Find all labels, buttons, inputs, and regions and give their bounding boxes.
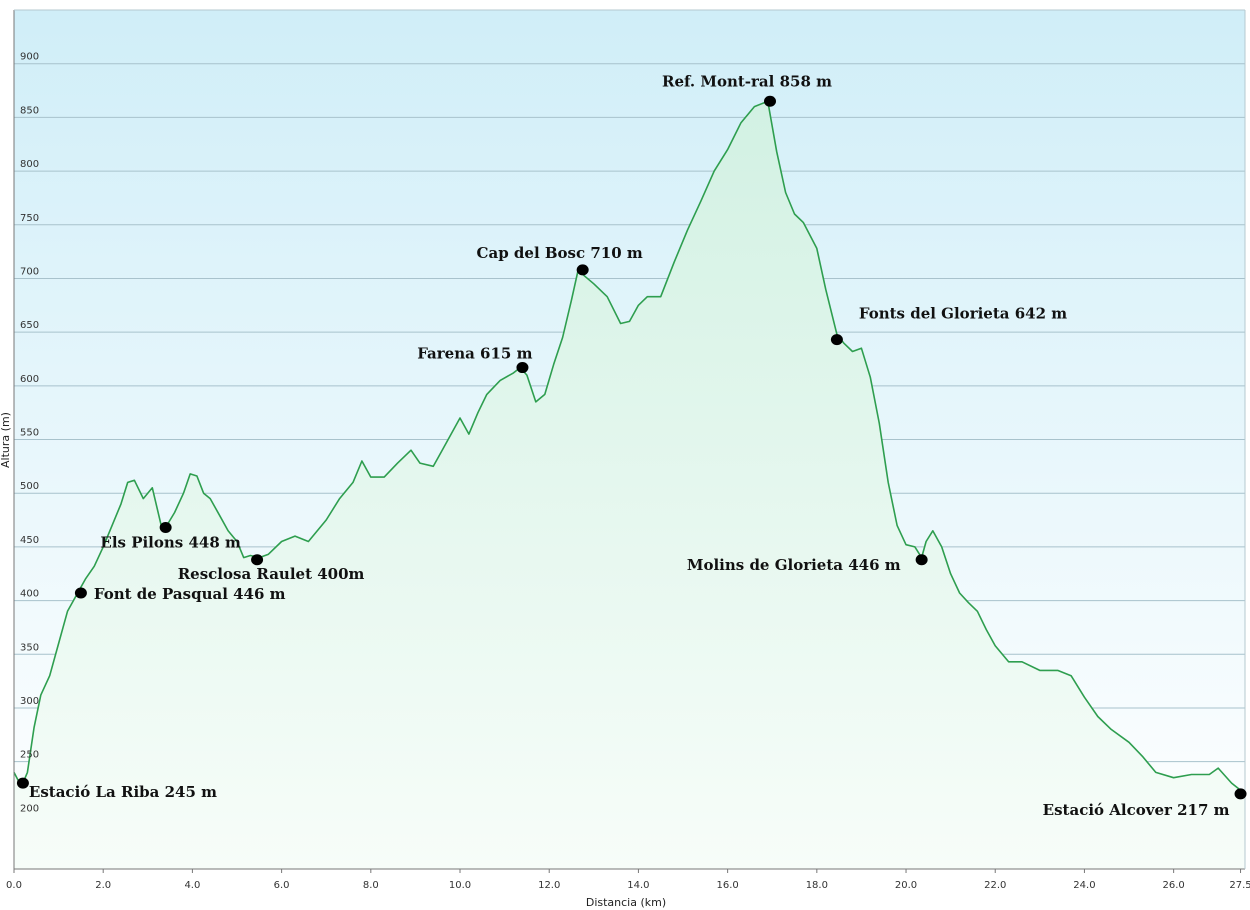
y-tick-label: 450 <box>20 535 39 546</box>
waypoint-marker <box>763 95 776 107</box>
waypoint-label: Font de Pasqual 446 m <box>94 585 286 603</box>
y-tick-label: 350 <box>20 642 39 653</box>
x-tick-label: 4.0 <box>184 880 200 891</box>
x-tick-label: 10.0 <box>449 880 471 891</box>
y-tick-label: 400 <box>20 589 39 600</box>
y-tick-label: 250 <box>20 750 39 761</box>
x-tick-label: 8.0 <box>363 880 379 891</box>
x-tick-label: 14.0 <box>627 880 649 891</box>
waypoint-marker <box>1234 788 1247 800</box>
waypoint-marker <box>830 334 843 346</box>
waypoint-marker <box>251 554 264 566</box>
waypoint-marker <box>74 587 87 599</box>
waypoint-label: Resclosa Raulet 400m <box>178 565 365 583</box>
x-tick-labels: 0.0 2.0 4.0 6.0 8.0 10.0 12.0 14.0 16.0 18.0 20.0 2… <box>6 869 1250 891</box>
waypoint-label: Els Pilons 448 m <box>100 534 241 552</box>
y-tick-labels: 200 250 300 350 400 450 500 550 600 650 700 750 800 8… <box>20 52 39 815</box>
waypoint-marker <box>516 362 529 374</box>
y-tick-label: 650 <box>20 320 39 331</box>
y-tick-label: 500 <box>20 481 39 492</box>
waypoint-label: Farena 615 m <box>417 345 532 363</box>
elevation-area <box>14 101 1245 870</box>
y-tick-label: 300 <box>20 696 39 707</box>
y-tick-label: 200 <box>20 803 39 814</box>
y-tick-label: 800 <box>20 159 39 170</box>
y-axis-title: Altura (m) <box>0 412 12 468</box>
y-tick-label: 600 <box>20 374 39 385</box>
x-axis-title: Distancia (km) <box>586 896 666 909</box>
waypoint-marker <box>915 554 928 566</box>
waypoint-label: Estació Alcover 217 m <box>1043 801 1230 819</box>
waypoint-marker <box>576 264 589 276</box>
x-tick-label: 12.0 <box>538 880 560 891</box>
x-tick-label: 0.0 <box>6 880 22 891</box>
x-tick-label: 22.0 <box>984 880 1006 891</box>
x-tick-label: 20.0 <box>895 880 917 891</box>
waypoint-marker <box>16 777 29 789</box>
x-tick-label: 2.0 <box>95 880 111 891</box>
waypoint-label: Cap del Bosc 710 m <box>477 244 643 262</box>
x-tick-label: 18.0 <box>806 880 828 891</box>
axes <box>13 9 1246 870</box>
y-tick-label: 700 <box>20 266 39 277</box>
y-tick-label: 850 <box>20 105 39 116</box>
waypoint-markers <box>16 95 1247 800</box>
y-tick-label: 900 <box>20 52 39 63</box>
x-tick-label: 6.0 <box>274 880 290 891</box>
x-tick-label: 26.0 <box>1163 880 1185 891</box>
x-tick-label: 16.0 <box>716 880 738 891</box>
y-tick-label: 550 <box>20 428 39 439</box>
y-tick-label: 750 <box>20 213 39 224</box>
waypoint-label: Estació La Riba 245 m <box>29 783 217 801</box>
waypoint-labels: Estació La Riba 245 m Font de Pasqual 446… <box>29 72 1230 819</box>
x-tick-label: 27.5 <box>1229 880 1250 891</box>
waypoint-label: Fonts del Glorieta 642 m <box>859 305 1067 323</box>
waypoint-label: Molins de Glorieta 446 m <box>687 556 901 574</box>
x-tick-label: 24.0 <box>1073 880 1095 891</box>
waypoint-label: Ref. Mont-ral 858 m <box>662 72 832 90</box>
waypoint-marker <box>159 522 172 534</box>
